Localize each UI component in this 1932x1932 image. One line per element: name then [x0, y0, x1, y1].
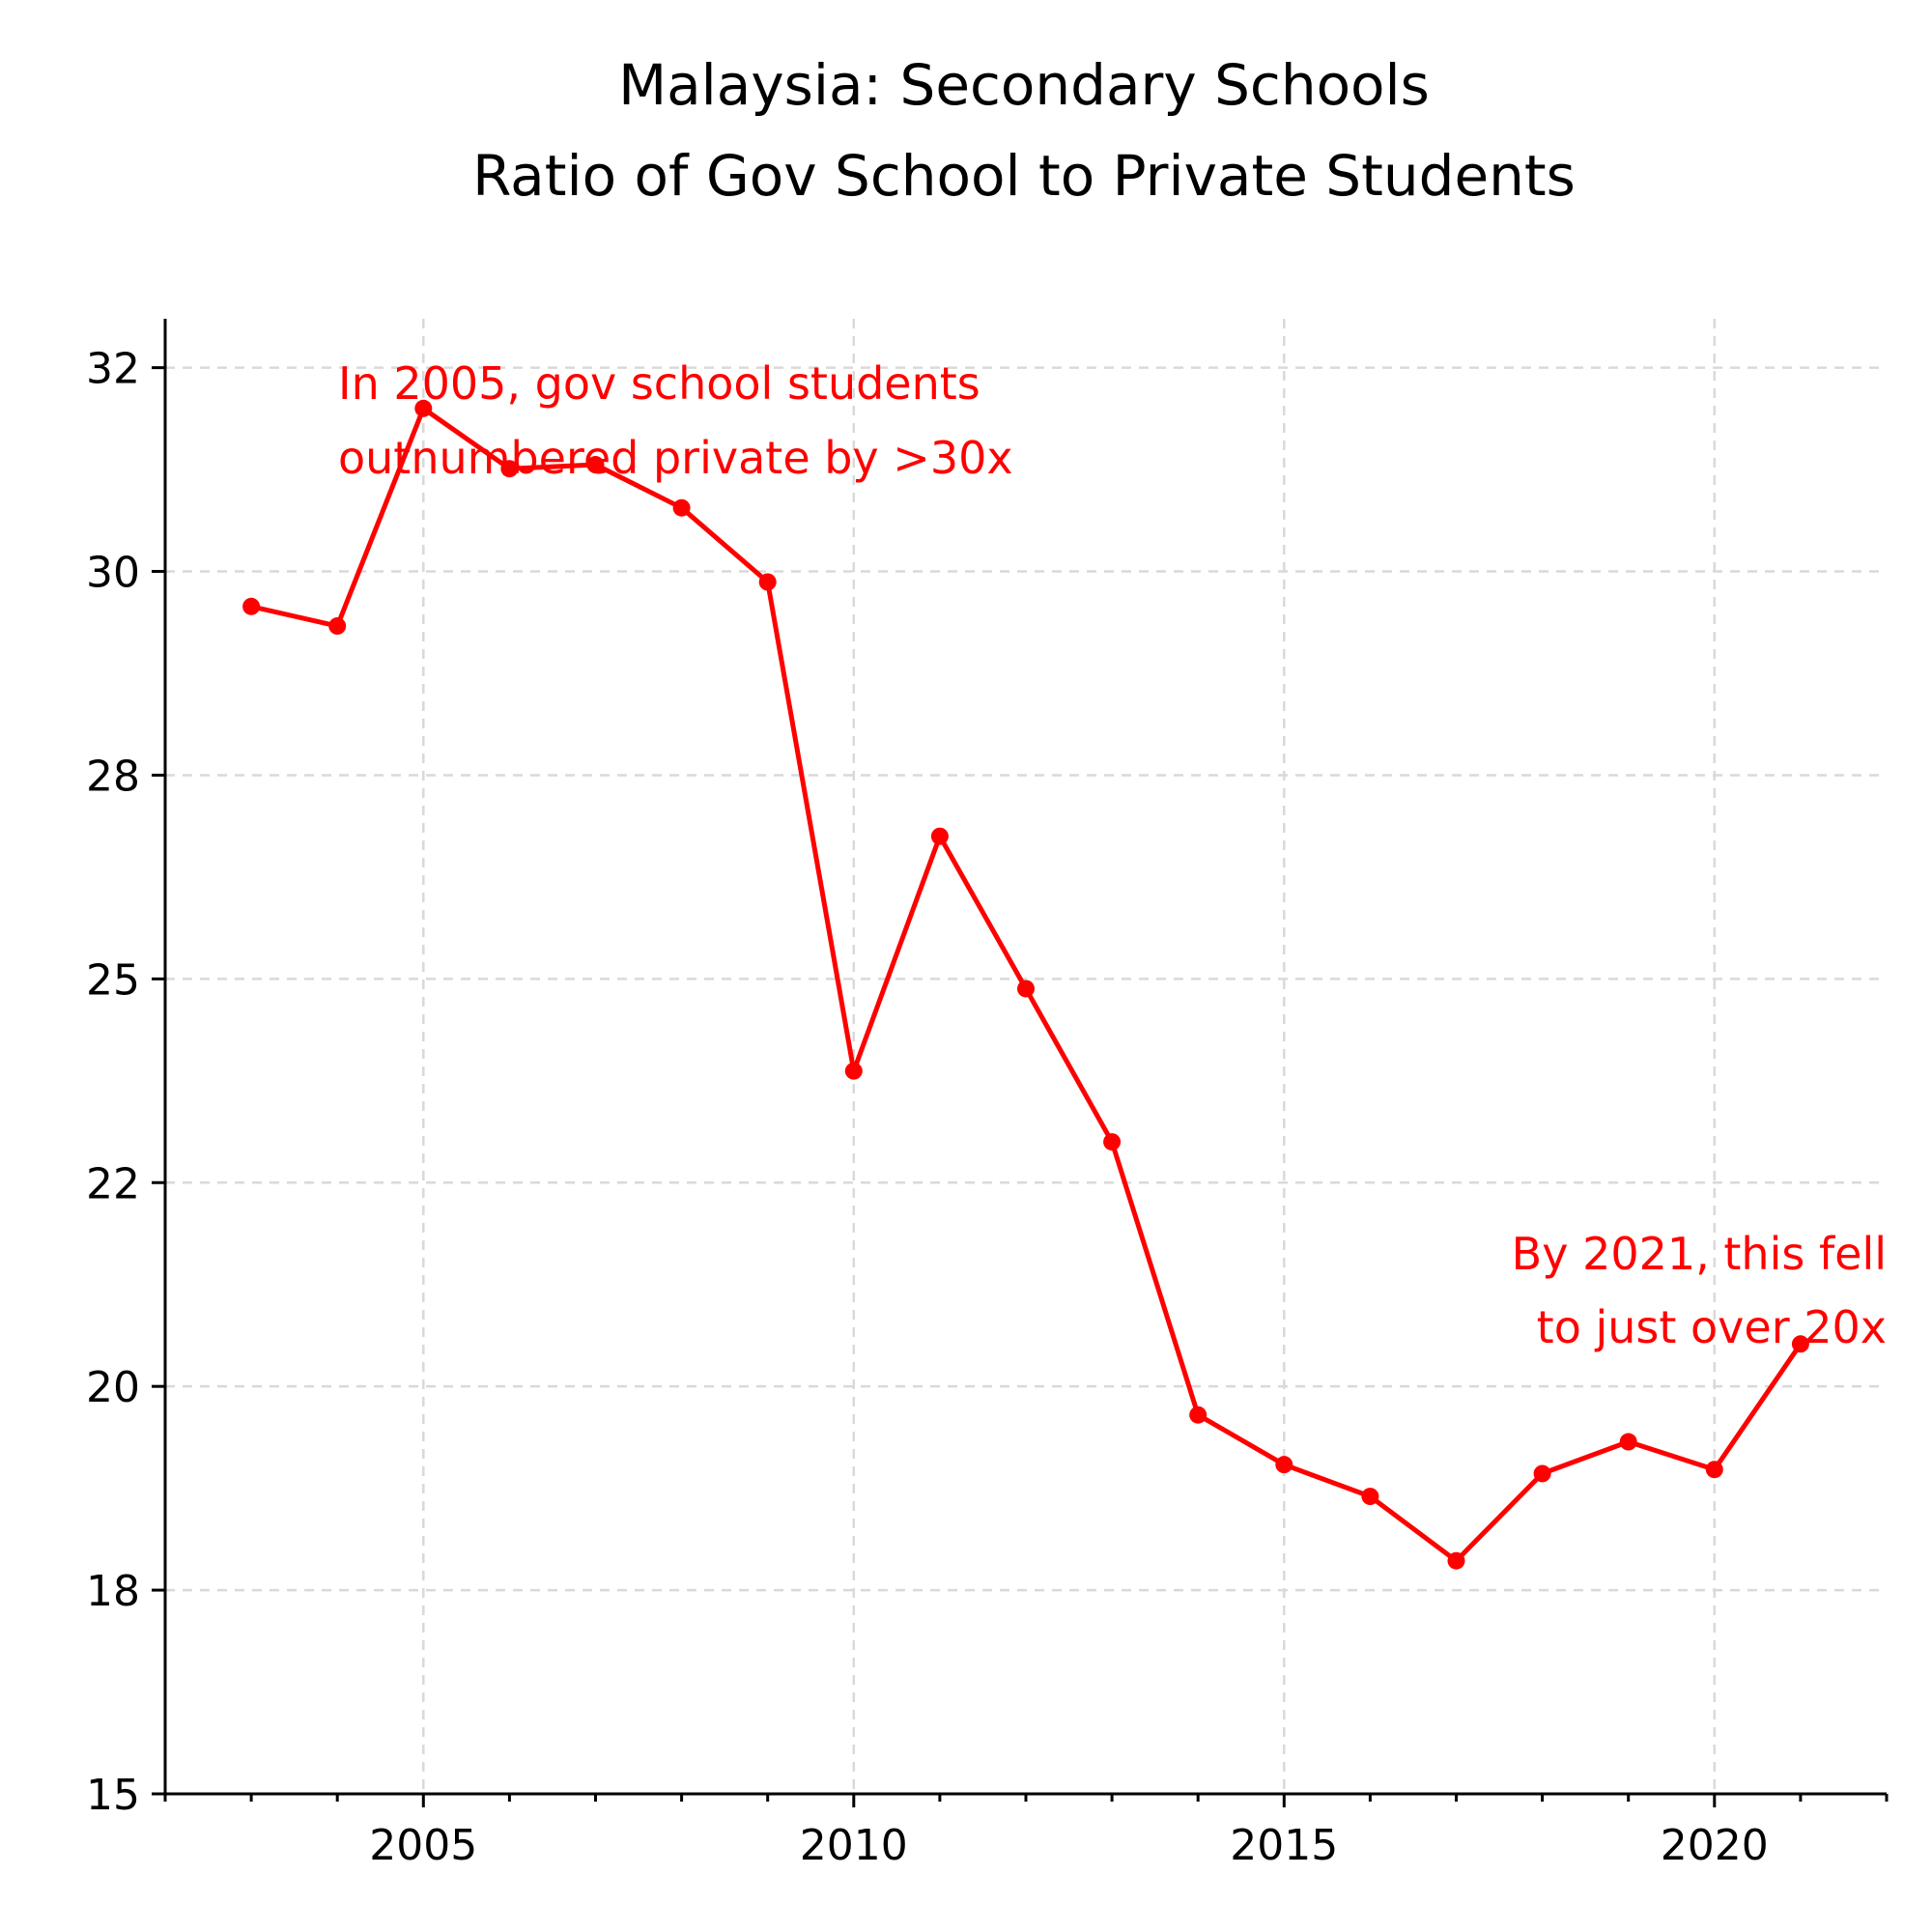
- x-tick-label-3: 2020: [1661, 1821, 1769, 1870]
- annotation-2021-line-2: to just over 20x: [1537, 1301, 1887, 1353]
- data-point-2014: [1189, 1406, 1208, 1424]
- data-point-2004: [328, 617, 347, 636]
- y-tick-label-0: 15: [86, 1771, 140, 1820]
- grid: [165, 319, 1887, 1794]
- x-tick-label-2: 2015: [1230, 1821, 1338, 1870]
- data-point-2005: [414, 399, 433, 417]
- data-point-2012: [1017, 980, 1035, 998]
- chart-title: Malaysia: Secondary Schools Ratio of Gov…: [472, 52, 1576, 209]
- y-tick-label-7: 32: [86, 345, 140, 394]
- annotations: In 2005, gov school students outnumbered…: [338, 357, 1887, 1353]
- data-point-2018: [1533, 1464, 1551, 1483]
- data-point-2011: [930, 827, 949, 845]
- data-point-2007: [586, 456, 605, 474]
- y-tick-label-6: 30: [86, 549, 140, 598]
- data-point-2010: [844, 1062, 863, 1080]
- data-point-2008: [672, 498, 691, 517]
- y-tick-label-4: 25: [86, 955, 140, 1005]
- data-point-2006: [500, 460, 519, 478]
- title-line-1: Malaysia: Secondary Schools: [618, 52, 1430, 118]
- x-tick-label-1: 2010: [800, 1821, 908, 1870]
- data-point-2016: [1361, 1488, 1379, 1506]
- series-line: [242, 399, 1809, 1570]
- axes: 2005 2010 2015 2020 15 18 20 22 25 28 30 32: [86, 319, 1889, 1870]
- data-point-2020: [1705, 1461, 1723, 1479]
- y-tick-label-5: 28: [86, 752, 140, 801]
- data-point-2003: [242, 597, 261, 615]
- data-point-2013: [1103, 1133, 1122, 1151]
- data-point-2009: [758, 573, 777, 591]
- y-tick-label-3: 22: [86, 1159, 140, 1208]
- annotation-2005-line-1: In 2005, gov school students: [338, 357, 980, 410]
- data-point-2019: [1619, 1433, 1637, 1451]
- data-point-2017: [1447, 1551, 1465, 1570]
- y-tick-label-1: 18: [86, 1567, 140, 1616]
- x-tick-label-0: 2005: [369, 1821, 477, 1870]
- title-line-2: Ratio of Gov School to Private Students: [472, 143, 1576, 209]
- annotation-2005-line-2: outnumbered private by >30x: [338, 432, 1013, 484]
- y-tick-label-2: 20: [86, 1363, 140, 1412]
- data-point-2021: [1791, 1335, 1809, 1353]
- annotation-2021-line-1: By 2021, this fell: [1512, 1228, 1887, 1280]
- data-point-2015: [1275, 1456, 1293, 1474]
